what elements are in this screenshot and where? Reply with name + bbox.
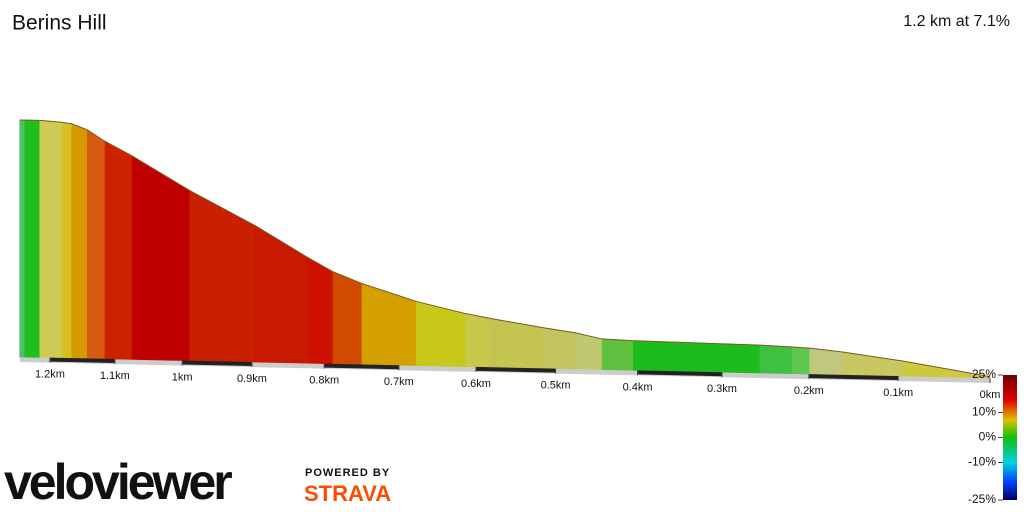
distance-band: [475, 366, 556, 373]
x-tick-label: 0.4km: [623, 381, 653, 393]
profile-segment: [791, 346, 811, 375]
x-tick-label: 0.7km: [384, 376, 414, 388]
profile-segment: [759, 344, 793, 375]
x-tick-label: 1.2km: [35, 369, 65, 381]
profile-segment: [131, 155, 191, 361]
powered-by: POWERED BY: [305, 467, 390, 479]
legend-label: 25%: [972, 367, 996, 381]
strava: STRAVA: [304, 481, 391, 506]
profile-segment: [601, 338, 634, 371]
profile-segment: [332, 271, 363, 365]
x-tick-label: 0.6km: [461, 378, 491, 390]
x-tick-label: 0.8km: [309, 374, 339, 386]
distance-band: [182, 360, 253, 367]
profile-segment: [416, 301, 467, 367]
profile-segment: [542, 327, 576, 370]
x-tick-label: 0.2km: [794, 385, 824, 397]
x-tick-label: 0km: [980, 389, 1001, 401]
profile-segment: [19, 119, 25, 358]
distance-band: [49, 357, 115, 364]
profile-segment: [24, 119, 41, 358]
chart-title: Berins Hill: [12, 12, 107, 35]
profile-segment: [254, 224, 308, 364]
profile-segment: [87, 129, 106, 360]
chart-subtitle: 1.2 km at 7.1%: [903, 13, 1010, 30]
profile-segment: [189, 190, 256, 363]
profile-segment: [307, 256, 334, 365]
profile-segment: [104, 140, 133, 360]
legend-label: -25%: [968, 492, 996, 506]
x-tick-label: 1km: [172, 371, 193, 383]
profile-segment: [809, 347, 843, 376]
profile-segment: [842, 351, 904, 377]
color-scale: [1003, 375, 1017, 500]
profile-line: [19, 119, 991, 378]
legend-label: 0%: [979, 430, 997, 444]
distance-band: [808, 374, 899, 381]
legend-label: -10%: [968, 455, 996, 469]
logo: veloviewer: [4, 454, 232, 510]
x-tick-label: 0.5km: [541, 380, 571, 392]
profile-segment: [61, 121, 73, 359]
x-tick-label: 0.9km: [237, 373, 267, 385]
profile-segment: [39, 120, 63, 359]
x-tick-label: 0.3km: [707, 383, 737, 395]
distance-band: [637, 370, 723, 377]
x-tick-label: 0.1km: [883, 387, 913, 399]
profile-segment: [465, 313, 491, 368]
profile-segment: [633, 340, 761, 374]
profile-segment: [71, 123, 88, 359]
distance-band: [324, 363, 399, 370]
x-tick-label: 1.1km: [100, 370, 130, 382]
legend-label: 10%: [972, 405, 996, 419]
profile-segment: [361, 283, 417, 366]
